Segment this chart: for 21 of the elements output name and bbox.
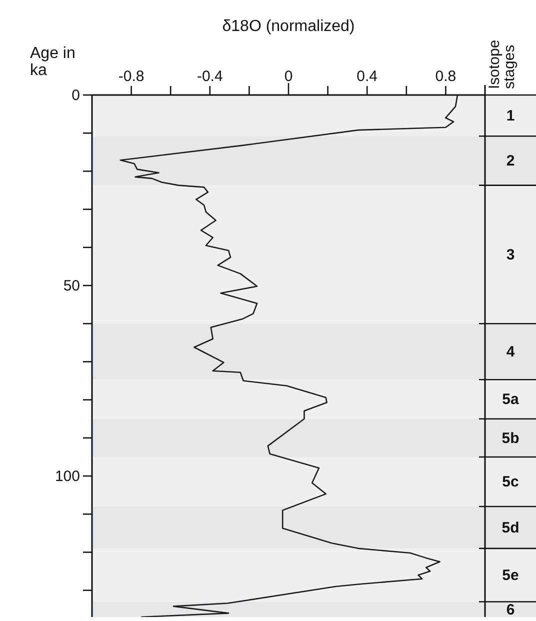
band-label: 3 bbox=[506, 246, 515, 264]
y-tick-label: 100 bbox=[54, 468, 80, 486]
band-label: 5d bbox=[502, 519, 520, 536]
band-label: 5e bbox=[502, 567, 519, 584]
text: Isotope stages bbox=[486, 40, 518, 89]
band-label: 5b bbox=[502, 430, 520, 447]
x-tick-label: 0.4 bbox=[356, 68, 378, 85]
band-label: 5c bbox=[502, 474, 519, 491]
band-label: 1 bbox=[506, 108, 515, 125]
x-tick-label: 0.8 bbox=[435, 68, 456, 85]
band-label: 6 bbox=[506, 601, 515, 618]
x-axis-title: δ18O (normalized) bbox=[222, 18, 355, 35]
band-label: 5a bbox=[502, 391, 520, 408]
y-tick-label: 0 bbox=[72, 87, 80, 104]
band-label: 2 bbox=[506, 152, 515, 170]
x-tick-label: -0.4 bbox=[196, 68, 223, 85]
x-tick-label: 0 bbox=[284, 68, 293, 85]
y-tick-label: 50 bbox=[63, 278, 80, 295]
y-axis-title: Age in ka bbox=[30, 45, 76, 79]
x-tick-label: -0.8 bbox=[118, 68, 144, 85]
band-label: 4 bbox=[506, 344, 516, 361]
